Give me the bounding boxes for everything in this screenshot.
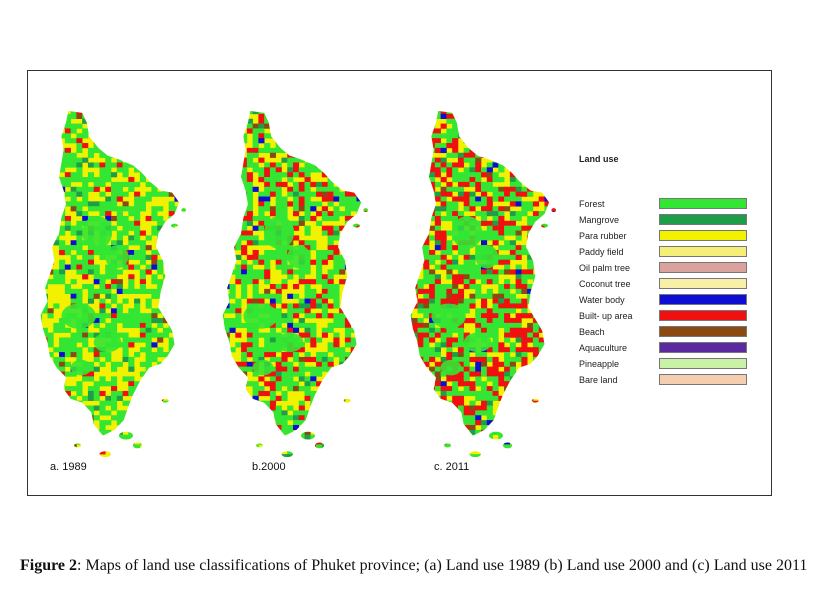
legend-item-label: Bare land <box>579 375 618 385</box>
legend-swatch <box>659 278 747 289</box>
legend-item-label: Coconut tree <box>579 279 631 289</box>
land-use-map-1989 <box>36 109 186 459</box>
legend-swatch <box>659 342 747 353</box>
legend-item-label: Pineapple <box>579 359 620 369</box>
legend-item: Coconut tree <box>579 277 759 293</box>
legend-item: Beach <box>579 325 759 341</box>
map-label-2000: b.2000 <box>252 461 286 473</box>
legend-swatch <box>659 230 747 241</box>
figure-frame: a. 1989 b.2000 c. 2011 Land use Forest Ma… <box>27 70 772 496</box>
legend-title: Land use <box>579 154 619 164</box>
legend-item-label: Built- up area <box>579 311 633 321</box>
legend-item: Water body <box>579 293 759 309</box>
map-label-1989: a. 1989 <box>50 461 87 473</box>
legend-item-label: Beach <box>579 327 605 337</box>
legend-item: Built- up area <box>579 309 759 325</box>
caption-text: : Maps of land use classifications of Ph… <box>77 557 808 574</box>
land-use-map-2011 <box>406 109 556 459</box>
legend-item: Para rubber <box>579 229 759 245</box>
legend-item: Bare land <box>579 373 759 389</box>
legend-item: Forest <box>579 197 759 213</box>
legend-item-label: Paddy field <box>579 247 624 257</box>
legend-swatch <box>659 358 747 369</box>
legend-swatch <box>659 214 747 225</box>
legend-item: Paddy field <box>579 245 759 261</box>
legend-item-label: Aquaculture <box>579 343 628 353</box>
legend-swatch <box>659 246 747 257</box>
legend-item-label: Para rubber <box>579 231 627 241</box>
legend-item: Mangrove <box>579 213 759 229</box>
island-map-svg <box>40 110 186 458</box>
legend-item: Oil palm tree <box>579 261 759 277</box>
legend-swatch <box>659 374 747 385</box>
legend-item-label: Mangrove <box>579 215 620 225</box>
legend-swatch <box>659 198 747 209</box>
legend-item-label: Oil palm tree <box>579 263 631 273</box>
caption-figure-label: Figure 2 <box>20 557 78 574</box>
legend-item-label: Forest <box>579 199 605 209</box>
figure-caption: Figure 2: Maps of land use classificatio… <box>20 555 815 577</box>
island-map-svg <box>222 110 368 458</box>
map-label-2011: c. 2011 <box>434 461 470 473</box>
land-use-map-2000 <box>218 109 368 459</box>
island-map-svg <box>410 110 556 458</box>
legend-swatch <box>659 310 747 321</box>
legend-item: Pineapple <box>579 357 759 373</box>
legend-swatch <box>659 262 747 273</box>
legend-swatch <box>659 294 747 305</box>
legend-item-label: Water body <box>579 295 625 305</box>
legend-swatch <box>659 326 747 337</box>
legend: Forest Mangrove Para rubber Paddy field Oil … <box>579 197 759 389</box>
legend-item: Aquaculture <box>579 341 759 357</box>
